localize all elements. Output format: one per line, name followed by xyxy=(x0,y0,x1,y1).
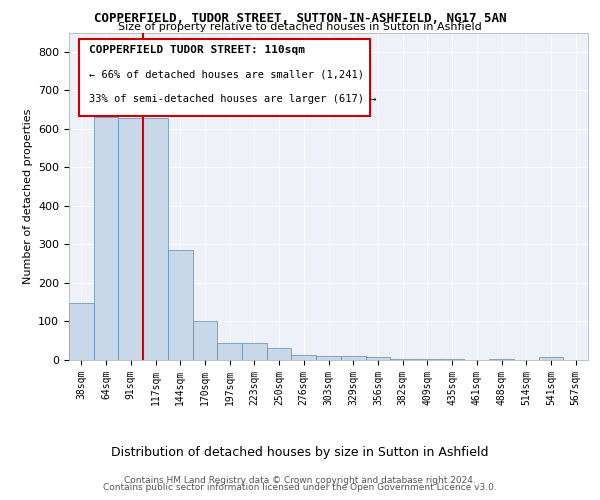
Bar xyxy=(217,342,242,360)
Text: Distribution of detached houses by size in Sutton in Ashfield: Distribution of detached houses by size … xyxy=(111,446,489,459)
Text: COPPERFIELD TUDOR STREET: 110sqm: COPPERFIELD TUDOR STREET: 110sqm xyxy=(89,45,305,55)
FancyBboxPatch shape xyxy=(79,39,370,116)
Bar xyxy=(118,118,143,360)
Bar xyxy=(415,359,440,360)
Text: 33% of semi-detached houses are larger (617) →: 33% of semi-detached houses are larger (… xyxy=(89,94,376,104)
Bar xyxy=(390,359,415,360)
Bar xyxy=(193,320,217,360)
Bar xyxy=(440,359,464,360)
Bar xyxy=(316,356,341,360)
Bar xyxy=(94,118,118,360)
Text: ← 66% of detached houses are smaller (1,241): ← 66% of detached houses are smaller (1,… xyxy=(89,70,364,80)
Bar xyxy=(168,250,193,360)
Bar xyxy=(267,348,292,360)
Bar xyxy=(489,359,514,360)
Text: Size of property relative to detached houses in Sutton in Ashfield: Size of property relative to detached ho… xyxy=(118,22,482,32)
Text: Contains public sector information licensed under the Open Government Licence v3: Contains public sector information licen… xyxy=(103,484,497,492)
Bar xyxy=(143,118,168,360)
Text: Contains HM Land Registry data © Crown copyright and database right 2024.: Contains HM Land Registry data © Crown c… xyxy=(124,476,476,485)
Bar xyxy=(69,303,94,360)
Bar xyxy=(341,356,365,360)
Y-axis label: Number of detached properties: Number of detached properties xyxy=(23,108,32,284)
Bar xyxy=(242,344,267,360)
Bar xyxy=(539,358,563,360)
Bar xyxy=(292,355,316,360)
Text: COPPERFIELD, TUDOR STREET, SUTTON-IN-ASHFIELD, NG17 5AN: COPPERFIELD, TUDOR STREET, SUTTON-IN-ASH… xyxy=(94,12,506,26)
Bar xyxy=(365,357,390,360)
